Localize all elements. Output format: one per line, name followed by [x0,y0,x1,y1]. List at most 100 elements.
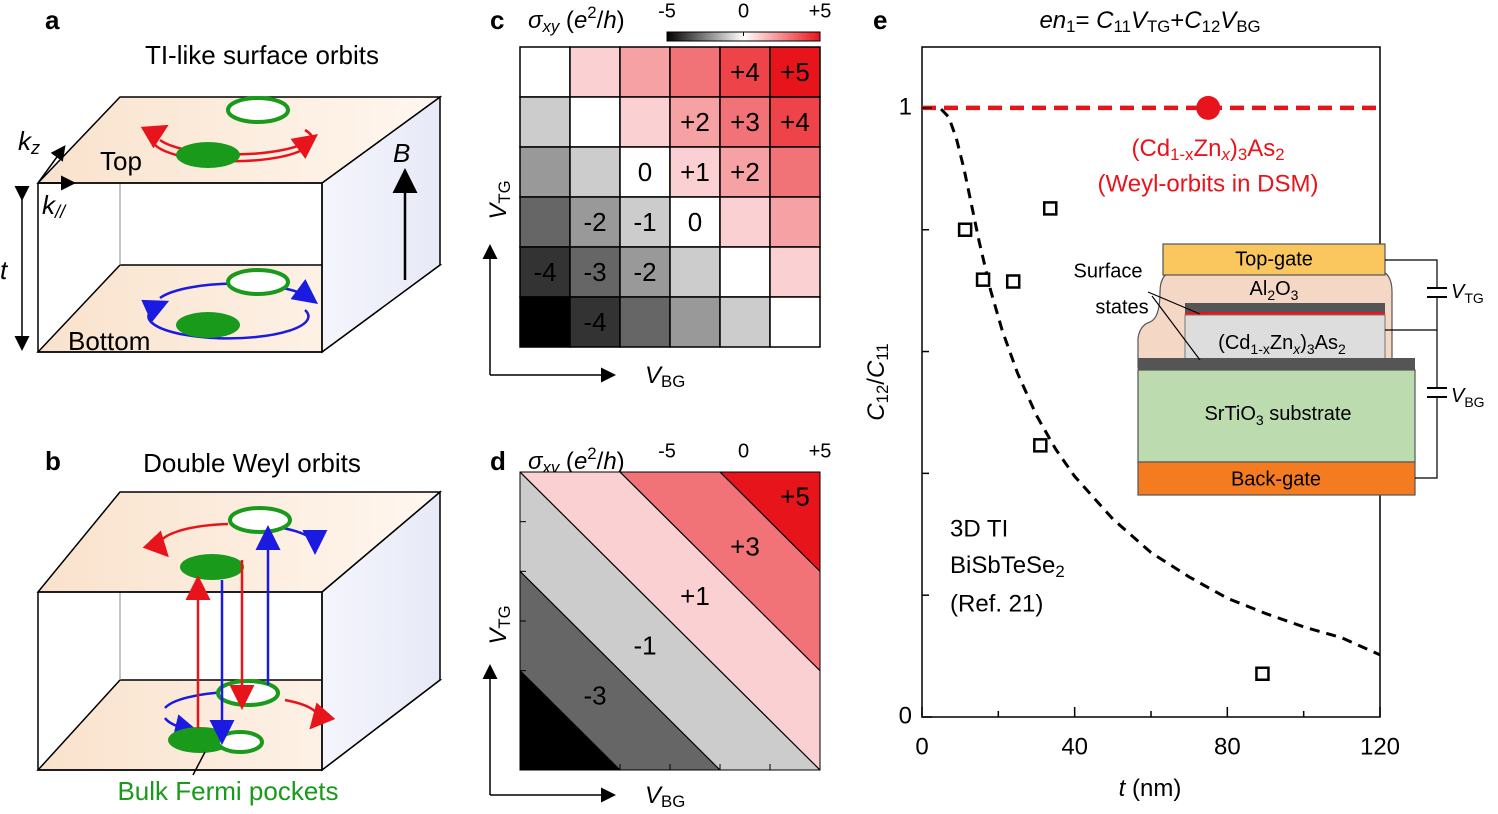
wire [1385,259,1438,288]
voltage-label: VBG [1451,385,1485,409]
colorbar-tick-label: +5 [809,0,832,22]
heatmap-cell [519,196,571,248]
back-gate [1137,461,1416,496]
panel-d: d σxy (e2/h) VTG VBG -5 0 +5-5-3-1+1+3+5 [482,440,832,811]
colorbar-tick-label: +5 [809,440,832,462]
cell-label: -4 [583,307,606,337]
colorbar-tick-label: 0 [738,440,749,462]
heatmap-cell [669,246,721,298]
band-boundary [719,472,820,573]
box-front [37,182,323,353]
band-boundary [619,472,820,672]
heatmap-cell [669,46,721,98]
panel-b: b Double Weyl orbits Bulk Fermi pockets [36,446,443,806]
box-front [37,591,323,771]
heatmap-cell [719,196,771,248]
orbit [142,522,229,558]
wire [1415,397,1438,479]
cell-label: +4 [730,57,760,87]
fermi-pocket [228,506,292,534]
panel-letter: b [45,446,61,476]
band-label: -1 [633,631,656,661]
band-label: +1 [680,581,710,611]
colorbar-tick-label: -5 [658,0,676,22]
heatmap-cell [619,96,671,148]
face-label: Bottom [68,326,150,356]
cell-label: +1 [680,157,710,187]
layer-label: Top-gate [1235,248,1313,270]
band-boundary [520,570,721,770]
layer-label: states [1095,296,1148,318]
fermi-pocket [226,268,290,296]
fermi-pocket [176,142,240,168]
x-tick-label: 40 [1061,733,1088,760]
heatmap-cell [619,146,671,198]
colorbar-label: σxy (e2/h) [528,3,625,36]
cell-label: -4 [533,257,556,287]
y-tick-label: 1 [899,93,912,120]
layer-label: Surface [1074,260,1143,282]
layer-label: Al2O3 [1250,278,1299,302]
heatmap-cell [519,146,571,198]
annotation: BiSbTeSe2 [950,552,1065,581]
data-point [1005,274,1021,289]
heatmap-cell [719,146,771,198]
x-axis-label: VBG [645,362,685,391]
band-boundary [520,472,820,770]
layer-label: (Cd1-xZnx)3As2 [1218,332,1346,356]
face-label: Top [100,146,142,176]
heatmap-cell [519,246,571,298]
panel-title: Double Weyl orbits [143,448,361,478]
cell-label: -5 [533,307,556,337]
band-label: +5 [780,482,810,512]
fermi-pocket [176,312,240,338]
heatmap-cell [569,296,621,348]
heatmap-cell [669,96,721,148]
thickness-label: t [0,255,9,285]
layer-label: Back-gate [1231,468,1321,490]
annotation: 3D TI [950,515,1008,542]
heatmap-cell [519,296,571,348]
panel-c: c σxy (e2/h) VTG VBG -5 0 +5 +4 +5 +2 +3 +4 0 +1 +… [482,0,832,391]
heatmap-cell [569,46,621,98]
field-label: B [393,138,410,168]
colorbar-tick-label: 0 [738,0,749,22]
surface-state [1185,312,1385,315]
heatmap-cell [669,196,721,248]
panel-letter: c [490,5,504,35]
orbit [284,698,336,730]
data-point [957,222,973,237]
data-point [1255,666,1270,682]
data-point [975,272,991,287]
band-label: -5 [533,730,556,760]
cell-label: -2 [583,207,606,237]
orbit [141,299,310,340]
data-point [1042,201,1058,216]
heatmap-cell [719,296,771,348]
pointer [1147,291,1201,315]
cell-label: +2 [730,157,760,187]
panel-title: TI-like surface orbits [145,40,379,70]
heatmap-cell [769,46,821,98]
x-tick-label: 80 [1214,733,1241,760]
heatmap-cell [569,146,621,198]
heatmap-cell [519,96,571,148]
cell-label: 0 [688,207,702,237]
panel-letter: a [45,5,60,35]
device-inset: Top-gate Al2O3 (Cd1-xZnx)3As2 SrTiO3 sub… [1074,243,1485,496]
heatmap-cell [719,46,771,98]
axis-label: k// [42,190,67,222]
heatmap-cell [619,196,671,248]
heatmap-cell [569,196,621,248]
panel-letter: e [873,5,887,35]
heatmap-cell [669,296,721,348]
y-axis-label: VTG [485,180,514,219]
axis-label: kz [18,126,40,158]
panel-letter: d [490,446,506,476]
data-point [1033,438,1048,453]
fermi-pocket [216,730,264,754]
y-tick-label: 0 [899,702,912,729]
heatmap-cell [519,46,571,98]
x-tick-label: 120 [1360,733,1400,760]
